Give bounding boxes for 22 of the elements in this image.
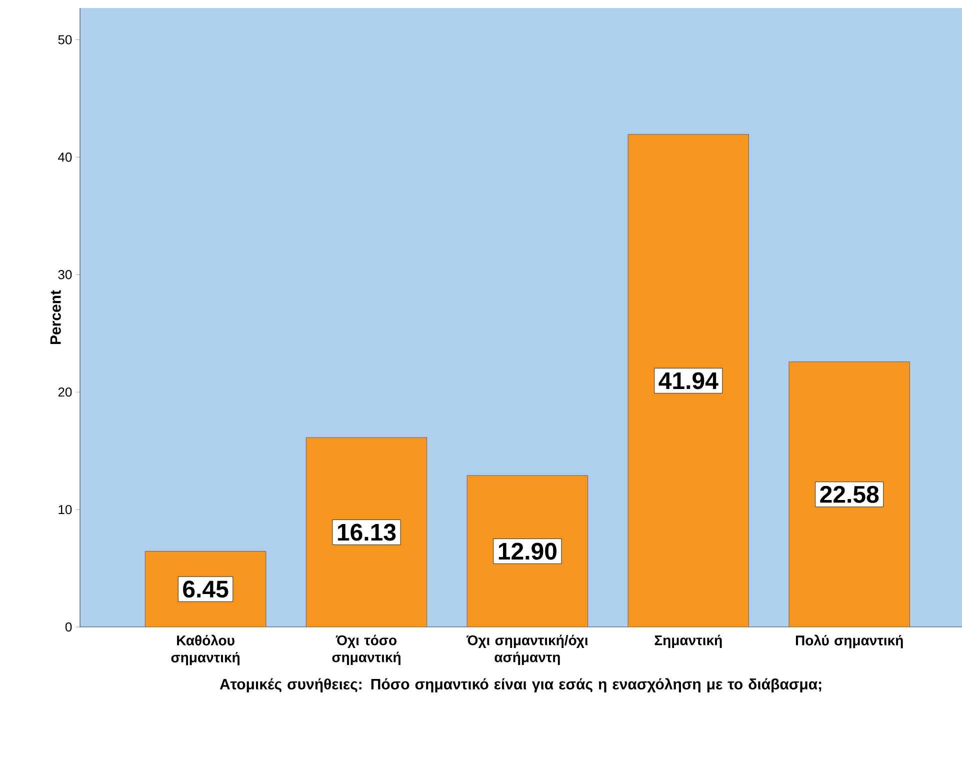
y-tick-label: 40 xyxy=(58,152,72,162)
x-tick-label: Καθόλου σημαντική xyxy=(171,634,240,666)
y-tick-label: 20 xyxy=(58,387,72,397)
data-label: 6.45 xyxy=(183,580,228,598)
data-label: 22.58 xyxy=(820,486,879,503)
bar xyxy=(628,134,749,628)
data-label: 41.94 xyxy=(658,372,718,390)
bar xyxy=(306,437,428,628)
x-tick-label: Όχι τόσο σημαντική xyxy=(332,634,400,666)
y-tick-label: 50 xyxy=(58,35,72,44)
x-tick-label: Πολύ σημαντική xyxy=(796,634,903,648)
bar xyxy=(788,362,910,628)
bar xyxy=(466,475,588,628)
data-label: 16.13 xyxy=(338,524,396,541)
data-label: 12.90 xyxy=(498,542,556,560)
y-tick-label: 10 xyxy=(58,504,72,514)
y-tick-label: 30 xyxy=(58,270,72,280)
y-tick-label: 0 xyxy=(65,622,72,632)
x-axis-title: Ατομικές συνήθειες: Πόσο σημαντικό είναι για εσάς η ενασχόληση με το διάβασμα; xyxy=(220,678,822,692)
x-tick-label: Σημαντική xyxy=(654,634,722,648)
x-tick-label: Όχι σημαντική/όχι ασήμαντη xyxy=(466,634,588,666)
y-axis-title: Percent xyxy=(50,290,61,344)
